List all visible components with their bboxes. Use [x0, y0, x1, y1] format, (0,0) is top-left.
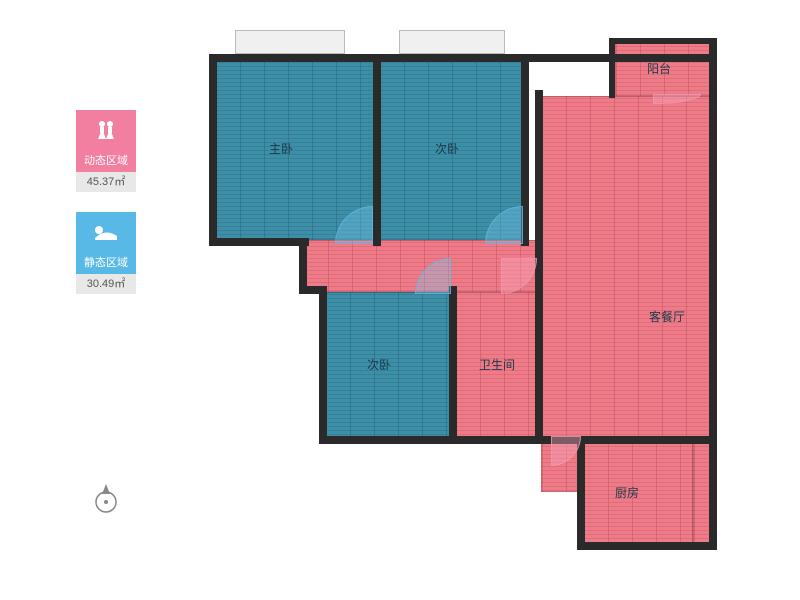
compass-icon	[88, 480, 124, 516]
wall	[609, 38, 615, 98]
room-label-balcony: 阳台	[647, 60, 671, 77]
wall	[449, 286, 457, 444]
floorplan: 主卧次卧次卧卫生间客餐厅阳台厨房	[195, 30, 735, 570]
wall	[319, 436, 715, 444]
room-label-second-bedroom-2: 次卧	[367, 356, 391, 373]
window	[399, 30, 505, 54]
wall	[209, 54, 217, 246]
window	[235, 30, 345, 54]
wall	[319, 286, 327, 444]
legend-static-title: 静态区域	[76, 252, 136, 274]
room-living-dining	[541, 96, 711, 492]
room-label-bathroom: 卫生间	[479, 356, 515, 373]
room-label-second-bedroom-1: 次卧	[435, 140, 459, 157]
legend-dynamic: 动态区域 45.37㎡	[76, 110, 136, 192]
legend-static-value: 30.49㎡	[76, 274, 136, 294]
wall	[609, 38, 717, 44]
wall	[209, 238, 309, 246]
people-icon	[76, 110, 136, 150]
room-label-kitchen: 厨房	[615, 484, 639, 501]
legend-dynamic-title: 动态区域	[76, 150, 136, 172]
sleep-icon	[76, 212, 136, 252]
wall	[373, 54, 381, 246]
legend-panel: 动态区域 45.37㎡ 静态区域 30.49㎡	[76, 110, 136, 314]
wall	[535, 90, 543, 298]
wall	[577, 436, 585, 550]
legend-static: 静态区域 30.49㎡	[76, 212, 136, 294]
wall	[209, 54, 715, 62]
legend-dynamic-value: 45.37㎡	[76, 172, 136, 192]
wall	[535, 286, 543, 444]
wall	[577, 542, 717, 550]
room-label-living-dining: 客餐厅	[649, 308, 685, 325]
wall	[709, 38, 717, 550]
room-label-master-bedroom: 主卧	[269, 140, 293, 157]
